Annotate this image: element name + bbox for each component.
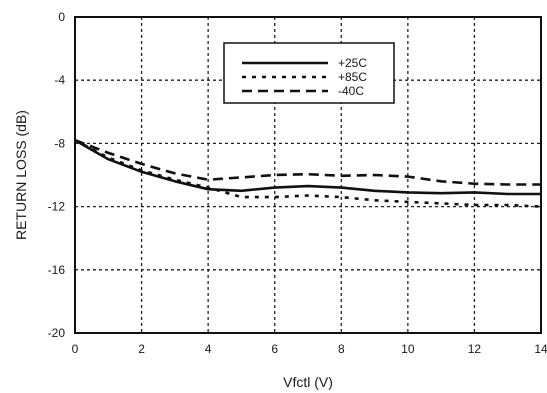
x-tick-label: 2	[138, 342, 145, 356]
series-line-85c	[74, 139, 542, 208]
y-tick-label: -20	[48, 326, 66, 340]
series-line-40c	[74, 138, 541, 186]
x-tick-label: 8	[338, 342, 345, 356]
y-tick-label: 0	[58, 10, 65, 24]
plot-frame	[74, 16, 542, 334]
legend-label: +85C	[338, 70, 367, 84]
y-axis-title: RETURN LOSS (dB)	[13, 110, 29, 240]
series-line-25c	[74, 139, 541, 196]
x-tick-label: 12	[468, 342, 482, 356]
x-axis-title: Vfctl (V)	[283, 374, 333, 390]
y-tick-label: -4	[54, 73, 65, 87]
legend-label: +25C	[338, 56, 367, 70]
y-tick-label: -12	[48, 200, 66, 214]
x-tick-label: 10	[401, 342, 415, 356]
y-tick-label: -8	[54, 136, 65, 150]
legend: +25C+85C-40C	[223, 42, 395, 104]
x-tick-label: 14	[534, 342, 547, 356]
series-layer	[74, 138, 542, 208]
legend-box	[223, 42, 395, 104]
x-tick-label: 4	[205, 342, 212, 356]
x-tick-label: 6	[271, 342, 278, 356]
x-tick-label: 0	[72, 342, 79, 356]
tick-layer: 0 2 4 6 8 10 12 14 0 -4 -8 -12 -16 -20	[48, 10, 547, 356]
y-tick-label: -16	[48, 263, 66, 277]
legend-label: -40C	[338, 84, 364, 98]
